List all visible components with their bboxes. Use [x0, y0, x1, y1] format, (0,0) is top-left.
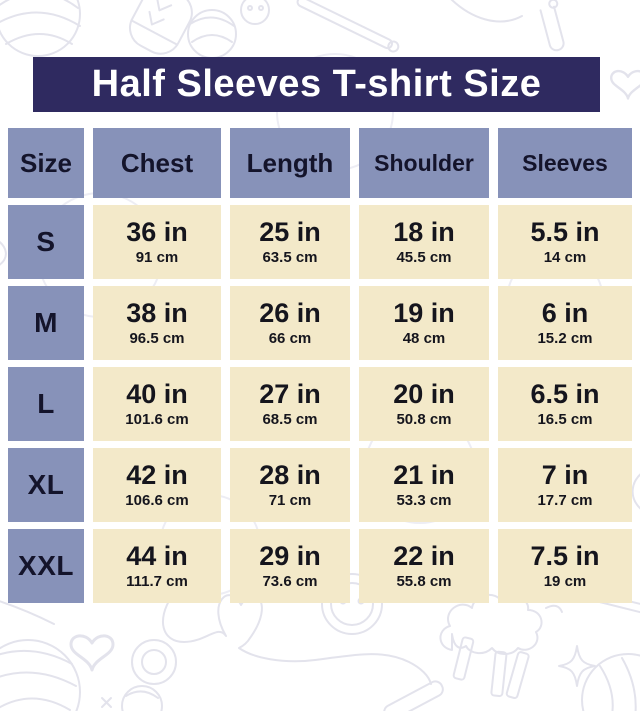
value-inches: 44 in — [126, 540, 188, 571]
value-inches: 19 in — [393, 297, 455, 328]
cell-s-shoulder: 18 in 45.5 cm — [359, 205, 489, 279]
column-header-chest: Chest — [93, 128, 221, 198]
value-cm: 106.6 cm — [125, 492, 189, 510]
value-inches: 7 in — [541, 459, 589, 490]
value-cm: 73.6 cm — [262, 573, 318, 591]
sparkle-icon — [558, 645, 596, 687]
value-cm: 63.5 cm — [262, 249, 318, 267]
value-cm: 55.8 cm — [396, 573, 452, 591]
value-cm: 15.2 cm — [537, 330, 593, 348]
button-icon — [131, 639, 177, 685]
cell-s-length: 25 in 63.5 cm — [230, 205, 350, 279]
value-inches: 18 in — [393, 216, 455, 247]
column-header-sleeves: Sleeves — [498, 128, 632, 198]
size-label-l: L — [8, 367, 84, 441]
column-header-size: Size — [8, 128, 84, 198]
value-inches: 26 in — [259, 297, 321, 328]
button-icon — [240, 0, 270, 25]
cell-m-chest: 38 in 96.5 cm — [93, 286, 221, 360]
value-cm: 71 cm — [268, 492, 312, 510]
page-title: Half Sleeves T-shirt Size — [91, 63, 542, 105]
cell-m-length: 26 in 66 cm — [230, 286, 350, 360]
value-cm: 45.5 cm — [396, 249, 452, 267]
heart-icon — [69, 634, 115, 672]
cell-m-sleeves: 6 in 15.2 cm — [498, 286, 632, 360]
value-inches: 7.5 in — [530, 540, 600, 571]
value-cm: 19 cm — [543, 573, 587, 591]
yarn-strand-icon — [450, 0, 523, 23]
size-label-xl: XL — [8, 448, 84, 522]
yarn-ball-icon — [0, 0, 81, 57]
value-inches: 6 in — [541, 297, 589, 328]
value-cm: 111.7 cm — [126, 573, 188, 591]
value-cm: 50.8 cm — [396, 411, 452, 429]
value-inches: 5.5 in — [530, 216, 600, 247]
cell-xxl-shoulder: 22 in 55.8 cm — [359, 529, 489, 603]
yarn-ball-icon — [187, 9, 237, 59]
value-inches: 40 in — [126, 378, 188, 409]
yarn-ball-icon — [581, 653, 640, 711]
value-inches: 38 in — [126, 297, 188, 328]
value-inches: 25 in — [259, 216, 321, 247]
cell-xl-sleeves: 7 in 17.7 cm — [498, 448, 632, 522]
crochet-hook-icon — [383, 680, 444, 711]
value-cm: 14 cm — [543, 249, 587, 267]
value-inches: 29 in — [259, 540, 321, 571]
value-cm: 53.3 cm — [396, 492, 452, 510]
value-inches: 20 in — [393, 378, 455, 409]
value-inches: 6.5 in — [530, 378, 600, 409]
cell-xl-length: 28 in 71 cm — [230, 448, 350, 522]
cell-s-sleeves: 5.5 in 14 cm — [498, 205, 632, 279]
value-inches: 28 in — [259, 459, 321, 490]
cell-l-length: 27 in 68.5 cm — [230, 367, 350, 441]
knitted-mitten-icon — [129, 0, 193, 55]
cell-l-shoulder: 20 in 50.8 cm — [359, 367, 489, 441]
value-inches: 22 in — [393, 540, 455, 571]
size-label-xxl: XXL — [8, 529, 84, 603]
stitch-marks-icon — [101, 697, 112, 708]
size-label-s: S — [8, 205, 84, 279]
knitting-needle-icon — [296, 0, 400, 53]
title-banner: Half Sleeves T-shirt Size — [33, 57, 600, 112]
value-inches: 42 in — [126, 459, 188, 490]
value-cm: 66 cm — [268, 330, 312, 348]
cell-m-shoulder: 19 in 48 cm — [359, 286, 489, 360]
value-cm: 16.5 cm — [537, 411, 593, 429]
size-table: Size Chest Length Shoulder Sleeves S 36 … — [8, 128, 632, 603]
sheep-icon — [439, 593, 563, 699]
cell-xl-chest: 42 in 106.6 cm — [93, 448, 221, 522]
value-inches: 27 in — [259, 378, 321, 409]
value-inches: 36 in — [126, 216, 188, 247]
value-cm: 96.5 cm — [129, 330, 185, 348]
column-header-shoulder: Shoulder — [359, 128, 489, 198]
size-label-m: M — [8, 286, 84, 360]
safety-pin-icon — [539, 0, 565, 52]
cell-xl-shoulder: 21 in 53.3 cm — [359, 448, 489, 522]
value-cm: 101.6 cm — [125, 411, 189, 429]
cell-s-chest: 36 in 91 cm — [93, 205, 221, 279]
yarn-strand-icon — [0, 241, 7, 266]
cell-xxl-length: 29 in 73.6 cm — [230, 529, 350, 603]
value-cm: 17.7 cm — [537, 492, 593, 510]
value-inches: 21 in — [393, 459, 455, 490]
yarn-strand-icon — [0, 600, 55, 625]
yarn-thread-heart-icon — [162, 594, 432, 685]
value-cm: 48 cm — [402, 330, 446, 348]
heart-icon — [609, 69, 640, 100]
cell-xxl-chest: 44 in 111.7 cm — [93, 529, 221, 603]
yarn-strand-icon — [631, 473, 640, 510]
value-cm: 91 cm — [135, 249, 179, 267]
cell-l-chest: 40 in 101.6 cm — [93, 367, 221, 441]
value-cm: 68.5 cm — [262, 411, 318, 429]
column-header-length: Length — [230, 128, 350, 198]
yarn-ball-icon — [0, 639, 81, 711]
cell-xxl-sleeves: 7.5 in 19 cm — [498, 529, 632, 603]
yarn-ball-icon — [121, 685, 163, 711]
cell-l-sleeves: 6.5 in 16.5 cm — [498, 367, 632, 441]
